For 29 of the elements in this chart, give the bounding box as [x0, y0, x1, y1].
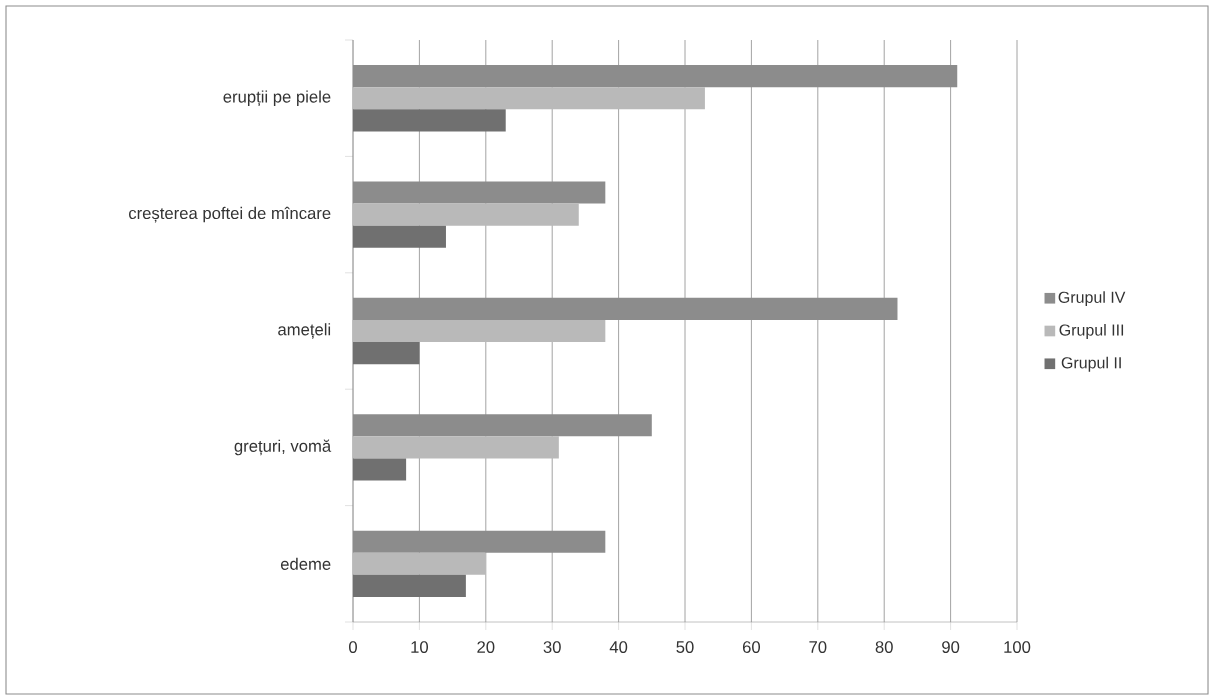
bar [353, 342, 420, 365]
x-tick-label: 70 [809, 641, 827, 653]
y-tick-label: amețeli [278, 323, 331, 339]
bar [353, 109, 506, 132]
bar [353, 319, 606, 343]
x-tick-label: 0 [349, 641, 357, 653]
x-tick-label: 40 [609, 641, 628, 653]
x-tick-label: 60 [742, 641, 761, 653]
bar [353, 458, 407, 481]
x-tick-label: 100 [1004, 641, 1031, 653]
x-tick-label: 80 [875, 641, 893, 653]
y-tick-label: erupții pe piele [223, 90, 331, 107]
x-tick-label: 30 [543, 641, 561, 653]
bar [353, 203, 579, 226]
x-tick-label: 10 [411, 641, 429, 653]
bar [353, 87, 705, 110]
legend-label: Grupul II [1061, 356, 1121, 372]
x-tick-label: 20 [477, 641, 495, 653]
legend-label: Grupul IV [1058, 291, 1126, 307]
y-tick-label: edeme [280, 557, 331, 570]
x-tick-label: 90 [942, 641, 960, 653]
legend-label: Grupul III [1059, 323, 1124, 339]
y-tick-label: creșterea poftei de mîncare [129, 206, 331, 223]
bar [353, 225, 446, 248]
x-tick-label: 50 [676, 641, 694, 653]
y-tick-label: grețuri, vomă [234, 439, 332, 456]
bar [353, 574, 466, 597]
bar [353, 552, 486, 575]
bar [353, 436, 559, 459]
